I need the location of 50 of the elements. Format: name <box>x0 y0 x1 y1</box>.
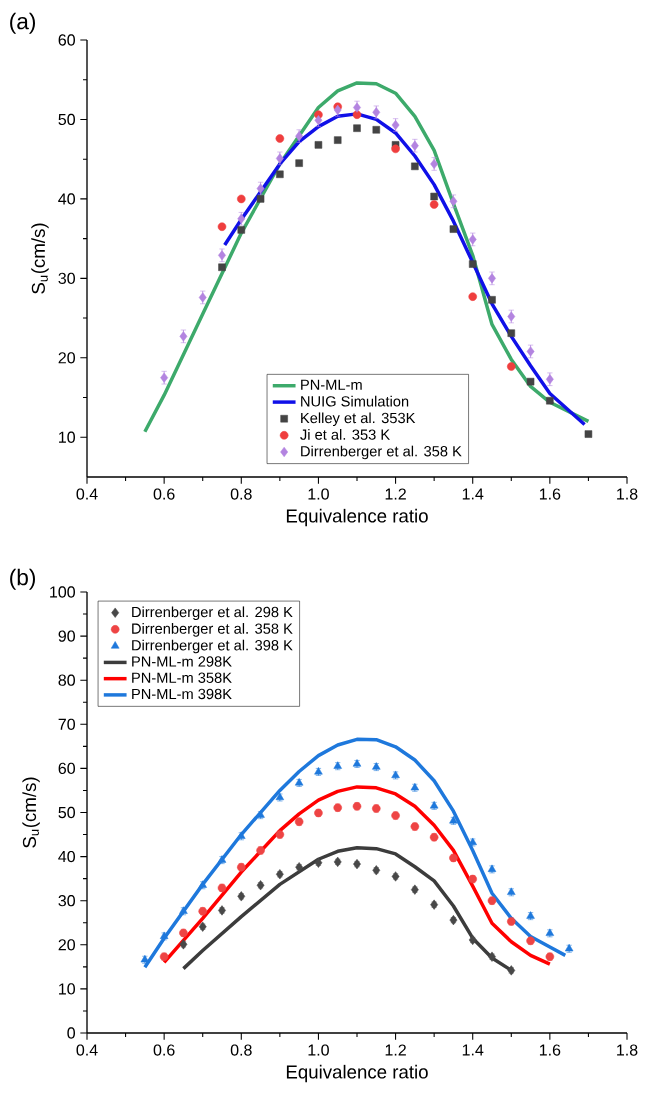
x-tick-label: 1.8 <box>617 488 638 500</box>
text: (a) <box>10 12 36 34</box>
x-tick-label: 0.4 <box>76 1044 98 1056</box>
y-tick-label: 40 <box>58 850 75 863</box>
x-tick-label: 0.6 <box>153 488 175 500</box>
y-tick-label: 80 <box>58 674 75 686</box>
legend-label: PN-ML-m 298K <box>132 656 232 667</box>
y-axis-title: S$_{u}$(cm/s) <box>22 777 40 848</box>
x-tick-label: 1.0 <box>308 1044 329 1056</box>
y-tick-label: 60 <box>58 34 75 46</box>
y-tick-label: 50 <box>58 806 75 819</box>
y-tick-label: 20 <box>58 352 75 364</box>
legend-label: Ji et al. 353 K <box>300 429 390 440</box>
x-tick-label: 1.4 <box>462 1044 484 1056</box>
legend-label: Dirrenberger et al. 358 K <box>132 623 293 637</box>
text: (b) <box>10 568 36 590</box>
y-tick-label: 0 <box>67 1027 76 1039</box>
x-axis-title: Equivalence ratio <box>286 508 428 527</box>
legend-label: PN-ML-m 398K <box>132 688 232 700</box>
x-tick-label: 1.6 <box>539 488 561 500</box>
legend-label: PN-ML-m 358K <box>132 672 232 683</box>
x-tick-label: 0.8 <box>230 1044 252 1056</box>
y-tick-label: 30 <box>58 895 75 907</box>
legend-label: Dirrenberger et al. 398 K <box>132 639 293 654</box>
x-tick-label: 1.2 <box>385 488 406 500</box>
legend-label: NUIG Simulation <box>301 395 409 407</box>
legend-label: Kelley et al. 353K <box>301 412 416 427</box>
x-tick-label: 1.0 <box>308 488 329 500</box>
y-axis-title: S$_{u}$(cm/s) <box>31 223 49 294</box>
y-tick-label: 70 <box>58 718 75 730</box>
x-tick-label: 1.2 <box>385 1044 406 1056</box>
legend-label: Dirrenberger et al. 358 K <box>301 445 462 460</box>
x-axis-title: Equivalence ratio <box>286 1064 428 1083</box>
x-tick-label: 1.8 <box>617 1044 638 1056</box>
y-tick-label: 50 <box>58 113 75 126</box>
x-tick-label: 0.4 <box>76 488 98 500</box>
legend-label: Dirrenberger et al. 298 K <box>132 606 293 621</box>
y-tick-label: 20 <box>58 939 75 951</box>
y-tick-label: 40 <box>58 193 75 205</box>
y-tick-label: 10 <box>59 983 75 995</box>
x-tick-label: 1.4 <box>462 488 484 500</box>
y-tick-label: 90 <box>58 630 75 642</box>
y-tick-label: 30 <box>58 272 75 285</box>
legend-label: PN-ML-m <box>301 379 362 390</box>
y-tick-label: 10 <box>59 431 75 443</box>
x-tick-label: 1.6 <box>539 1044 561 1056</box>
y-tick-label: 60 <box>58 762 75 775</box>
x-tick-label: 0.8 <box>230 488 252 500</box>
x-tick-label: 0.6 <box>153 1044 175 1056</box>
y-tick-label: 100 <box>50 586 75 598</box>
